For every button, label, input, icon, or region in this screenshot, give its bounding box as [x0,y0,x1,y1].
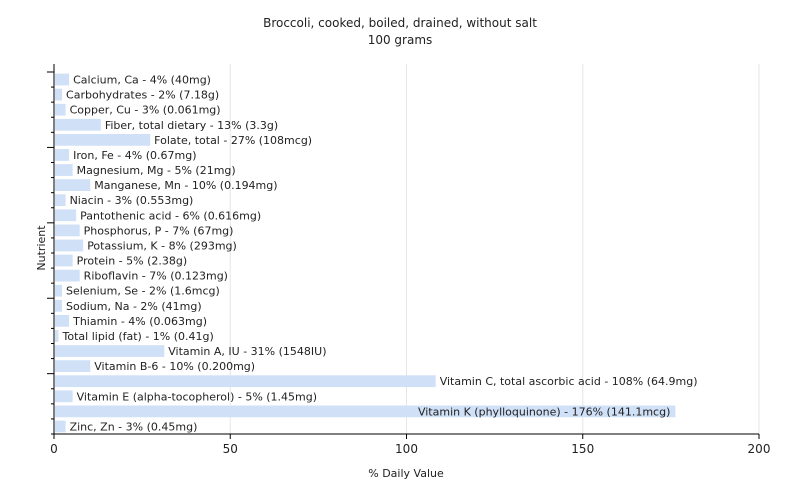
bar-label-20: Vitamin C, total ascorbic acid - 108% (6… [440,375,698,388]
axes: 0 50 100 150 200 [47,64,770,456]
bar-14 [55,284,63,297]
bar-label-16: Thiamin - 4% (0.063mg) [72,315,207,328]
bar-11 [55,239,84,252]
grid [229,64,760,434]
bar-8 [55,194,66,207]
bar-19 [55,360,91,373]
bar-label-5: Iron, Fe - 4% (0.67mg) [73,149,196,162]
bar-9 [55,209,77,222]
bar-16 [55,314,70,327]
bar-1 [55,88,63,101]
bar-label-23: Zinc, Zn - 3% (0.45mg) [70,420,198,433]
bar-2 [55,103,66,116]
x-tick-label-2: 100 [395,442,418,456]
x-tick-label-4: 200 [748,442,771,456]
chart-subtitle: 100 grams [368,33,433,47]
bar-label-13: Riboflavin - 7% (0.123mg) [84,270,228,283]
bar-label-12: Protein - 5% (2.38g) [77,255,188,268]
bar-21 [55,390,73,403]
bar-label-8: Niacin - 3% (0.553mg) [70,194,194,207]
bar-4 [55,133,151,146]
chart-title: Broccoli, cooked, boiled, drained, witho… [263,16,537,30]
bar-label-11: Potassium, K - 8% (293mg) [87,239,237,252]
x-tick-label-1: 50 [223,442,238,456]
bar-label-2: Copper, Cu - 3% (0.061mg) [70,104,221,117]
bar-3 [55,118,101,131]
bar-12 [55,254,73,267]
bar-15 [55,299,63,312]
bar-label-9: Pantothenic acid - 6% (0.616mg) [80,209,261,222]
bar-label-15: Sodium, Na - 2% (41mg) [66,300,202,313]
bar-6 [55,164,73,176]
bar-0 [55,73,70,86]
bar-5 [55,149,70,161]
x-tick-label-3: 150 [571,442,594,456]
x-axis-label: % Daily Value [368,467,444,480]
bar-label-21: Vitamin E (alpha-tocopherol) - 5% (1.45m… [77,390,317,403]
bars: Calcium, Ca - 4% (40mg) Carbohydrates - 2… [55,73,698,433]
bar-label-19: Vitamin B-6 - 10% (0.200mg) [94,360,255,373]
bar-label-14: Selenium, Se - 2% (1.6mcg) [66,285,220,298]
bar-18 [55,345,165,357]
bar-label-18: Vitamin A, IU - 31% (1548IU) [168,345,326,358]
bar-label-1: Carbohydrates - 2% (7.18g) [66,89,219,102]
bar-label-0: Calcium, Ca - 4% (40mg) [73,74,211,87]
bar-label-17: Total lipid (fat) - 1% (0.41g) [62,330,214,343]
bar-label-7: Manganese, Mn - 10% (0.194mg) [94,179,277,192]
bar-22 [55,405,676,418]
bar-17 [55,330,59,342]
bar-label-10: Phosphorus, P - 7% (67mg) [84,224,234,237]
bar-label-22: Vitamin K (phylloquinone) - 176% (141.1m… [418,405,670,418]
bar-23 [55,420,66,433]
bar-7 [55,179,91,192]
bar-20 [55,375,436,388]
bar-label-3: Fiber, total dietary - 13% (3.3g) [105,119,278,132]
bar-10 [55,224,80,237]
bar-label-6: Magnesium, Mg - 5% (21mg) [77,164,236,177]
y-axis-label: Nutrient [35,225,48,271]
bar-label-4: Folate, total - 27% (108mcg) [154,134,312,147]
x-tick-label-0: 0 [50,442,58,456]
bar-13 [55,269,80,282]
